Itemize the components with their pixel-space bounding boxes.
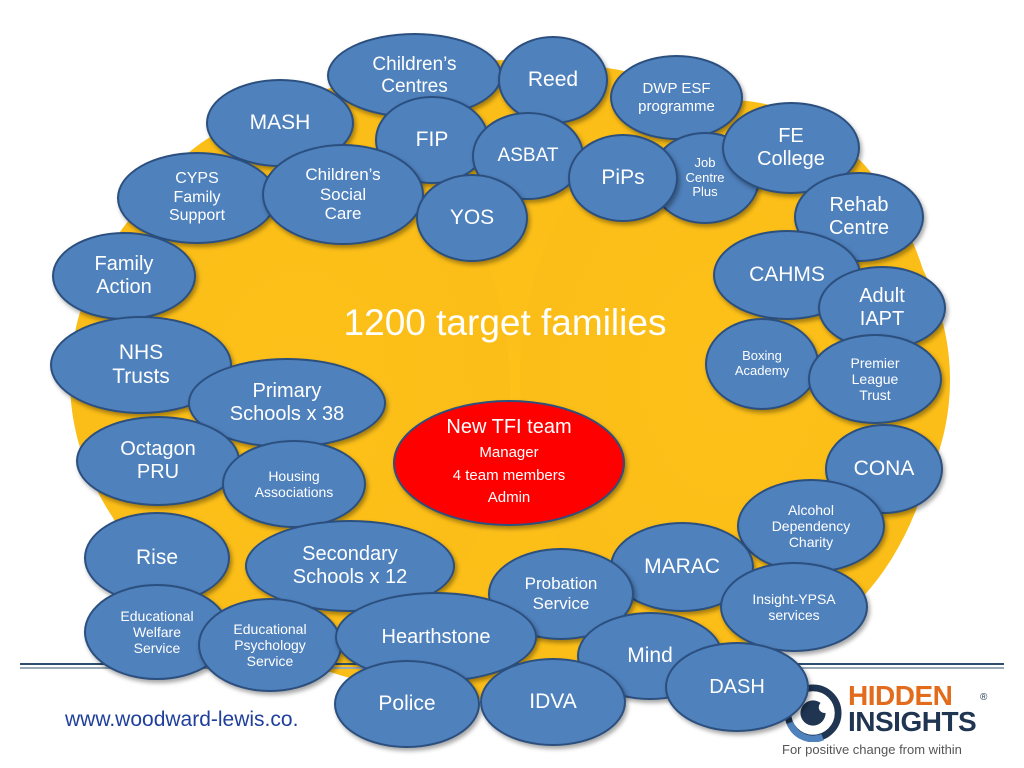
agency-bubble-alcohol-dependency-charity: Alcohol Dependency Charity	[737, 479, 885, 573]
agency-bubble-children-s-social-care: Children’s Social Care	[262, 144, 424, 245]
agency-bubble-educational-psychology-service: Educational Psychology Service	[198, 598, 342, 692]
agency-bubble-adult-iapt: Adult IAPT	[818, 266, 946, 350]
agency-bubble-family-action: Family Action	[52, 232, 196, 320]
agency-bubble-yos: YOS	[416, 174, 528, 262]
agency-bubble-dash: DASH	[665, 642, 809, 732]
agency-bubble-octagon-pru: Octagon PRU	[76, 416, 240, 506]
team-line-members: 4 team members	[452, 466, 566, 484]
agency-bubble-fe-college: FE College	[722, 102, 860, 194]
agency-bubble-premier-league-trust: Premier League Trust	[808, 334, 942, 424]
logo-tagline: For positive change from within	[782, 742, 962, 757]
agency-bubble-pips: PiPs	[568, 134, 678, 222]
agency-bubble-insight-ypsa-services: Insight-YPSA services	[720, 562, 868, 652]
agency-bubble-primary-schools-x-38: Primary Schools x 38	[188, 358, 386, 448]
agency-bubble-housing-associations: Housing Associations	[222, 440, 366, 528]
team-title: New TFI team	[446, 416, 572, 439]
agency-bubble-boxing-academy: Boxing Academy	[705, 318, 819, 410]
new-tfi-team-bubble: New TFI team Manager 4 team members Admi…	[393, 400, 625, 526]
logo-text-insights: INSIGHTS	[848, 706, 977, 737]
agency-bubble-cyps-family-support: CYPS Family Support	[117, 152, 277, 244]
logo-mark-icon	[784, 684, 842, 742]
agency-bubble-secondary-schools-x-12: Secondary Schools x 12	[245, 520, 455, 612]
center-title: 1200 target families	[343, 302, 667, 343]
team-line-admin: Admin	[487, 489, 531, 507]
logo-registered-mark: ®	[980, 692, 988, 703]
logo-text-hidden: HIDDEN	[848, 680, 953, 711]
agency-bubble-idva: IDVA	[480, 658, 626, 746]
hidden-insights-logo: HIDDEN ® INSIGHTS For positive change fr…	[780, 680, 1010, 760]
team-line-manager: Manager	[479, 444, 539, 462]
website-url[interactable]: www.woodward-lewis.co.	[65, 708, 299, 731]
agency-bubble-police: Police	[334, 660, 480, 748]
agency-bubble-dwp-esf-programme: DWP ESF programme	[610, 55, 743, 140]
agency-bubble-reed: Reed	[498, 36, 608, 124]
